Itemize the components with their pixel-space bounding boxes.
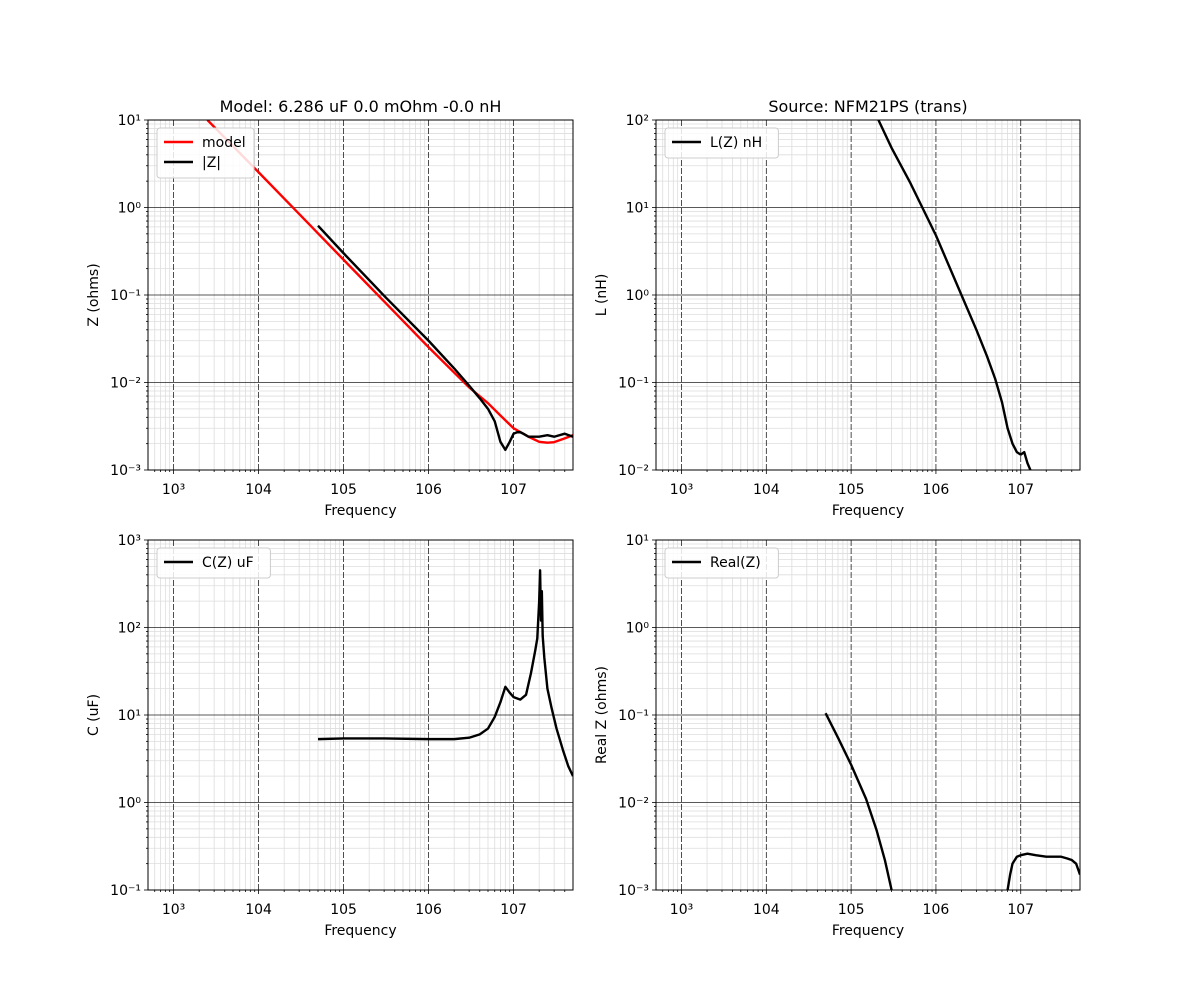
y-tick-label: 10⁰ — [118, 796, 142, 812]
legend-label: |Z| — [202, 155, 221, 171]
y-axis-label: L (nH) — [594, 274, 610, 317]
grid — [656, 119, 1080, 471]
legend-label: model — [202, 135, 246, 151]
legend: C(Z) uF — [156, 547, 271, 579]
y-tick-label: 10⁰ — [118, 201, 142, 217]
y-tick-label: 10⁻² — [618, 796, 649, 812]
legend-box — [664, 127, 779, 159]
y-tick-label: 10⁻¹ — [618, 376, 649, 392]
x-tick-label: 107 — [500, 482, 527, 498]
series-group — [206, 120, 573, 452]
y-tick-label: 10⁻¹ — [110, 883, 141, 899]
series-group — [877, 120, 1032, 470]
legend: Real(Z) — [664, 547, 779, 579]
x-tick-label: 10³ — [670, 482, 693, 498]
legend-label: Real(Z) — [710, 555, 761, 571]
y-axis-label: C (uF) — [86, 694, 102, 736]
series-line — [824, 712, 893, 890]
x-axis-label: Frequency — [324, 923, 396, 939]
grid — [148, 539, 573, 891]
x-tick-label: 107 — [1007, 902, 1034, 918]
y-tick-label: 10⁻¹ — [110, 288, 141, 304]
legend: L(Z) nH — [664, 127, 779, 159]
legend: model |Z| — [156, 127, 255, 179]
x-axis-label: Frequency — [832, 503, 904, 519]
x-tick-label: 105 — [838, 902, 865, 918]
x-axis-label: Frequency — [324, 503, 396, 519]
y-tick-label: 10¹ — [626, 533, 649, 549]
x-tick-label: 10³ — [162, 482, 185, 498]
x-axis-label: Frequency — [832, 923, 904, 939]
x-tick-label: 106 — [923, 482, 950, 498]
legend-label: L(Z) nH — [710, 135, 762, 151]
series-line — [317, 569, 573, 777]
x-tick-label: 107 — [500, 902, 527, 918]
y-tick-label: 10⁻¹ — [618, 708, 649, 724]
subplot-title: Model: 6.286 uF 0.0 mOhm -0.0 nH — [220, 97, 502, 116]
legend-label: C(Z) uF — [202, 555, 254, 571]
y-tick-label: 10⁻³ — [618, 883, 649, 899]
subplot-2: 10³ 104 105 106 107 10⁻² 10⁻¹ 10⁰ 10¹ 10² Frequenc… — [594, 97, 1081, 519]
x-tick-label: 105 — [330, 482, 357, 498]
subplot-3: 10³ 104 105 106 107 10⁻¹ 10⁰ 10¹ 10² 10³ Frequency… — [86, 533, 574, 939]
x-tick-label: 104 — [245, 902, 272, 918]
x-tick-label: 105 — [330, 902, 357, 918]
subplot-4: 10³ 104 105 106 107 10⁻³ 10⁻² 10⁻¹ 10⁰ 10¹ Frequen… — [594, 533, 1081, 939]
x-tick-label: 104 — [245, 482, 272, 498]
series-line — [206, 120, 573, 444]
y-tick-label: 10⁻³ — [110, 463, 141, 479]
x-tick-label: 107 — [1007, 482, 1034, 498]
y-tick-label: 10⁻² — [110, 376, 141, 392]
y-tick-label: 10¹ — [118, 113, 141, 129]
y-tick-label: 10¹ — [118, 708, 141, 724]
legend-box — [156, 127, 255, 179]
ticks: 10³ 104 105 106 107 10⁻³ 10⁻² 10⁻¹ 10⁰ 10¹ — [618, 533, 1073, 918]
y-tick-label: 10⁻² — [618, 463, 649, 479]
grid — [656, 539, 1080, 891]
y-tick-label: 10² — [626, 113, 649, 129]
ticks: 10³ 104 105 106 107 10⁻¹ 10⁰ 10¹ 10² 10³ — [110, 533, 566, 918]
ticks: 10³ 104 105 106 107 10⁻² 10⁻¹ 10⁰ 10¹ 10² — [618, 113, 1073, 498]
series-line — [317, 224, 573, 452]
y-tick-label: 10⁰ — [626, 288, 650, 304]
x-tick-label: 10³ — [162, 902, 185, 918]
ticks: 10³ 104 105 106 107 10⁻³ 10⁻² 10⁻¹ 10⁰ 10¹ — [110, 113, 566, 498]
series-line — [877, 120, 1032, 470]
series-group — [824, 712, 1080, 890]
x-tick-label: 104 — [753, 482, 780, 498]
subplot-1: 10³ 104 105 106 107 10⁻³ 10⁻² 10⁻¹ 10⁰ 10¹ Frequen… — [86, 97, 574, 519]
x-tick-label: 106 — [923, 902, 950, 918]
y-tick-label: 10³ — [118, 533, 141, 549]
series-line — [1006, 852, 1080, 890]
x-tick-label: 106 — [415, 902, 442, 918]
x-tick-label: 104 — [753, 902, 780, 918]
x-tick-label: 10³ — [670, 902, 693, 918]
subplot-title: Source: NFM21PS (trans) — [768, 97, 967, 116]
legend-box — [156, 547, 271, 579]
x-tick-label: 105 — [838, 482, 865, 498]
y-tick-label: 10⁰ — [626, 621, 650, 637]
y-tick-label: 10² — [118, 621, 141, 637]
y-axis-label: Real Z (ohms) — [594, 666, 610, 764]
y-tick-label: 10¹ — [626, 201, 649, 217]
x-tick-label: 106 — [415, 482, 442, 498]
legend-box — [664, 547, 779, 579]
series-group — [317, 569, 573, 777]
y-axis-label: Z (ohms) — [86, 263, 102, 326]
